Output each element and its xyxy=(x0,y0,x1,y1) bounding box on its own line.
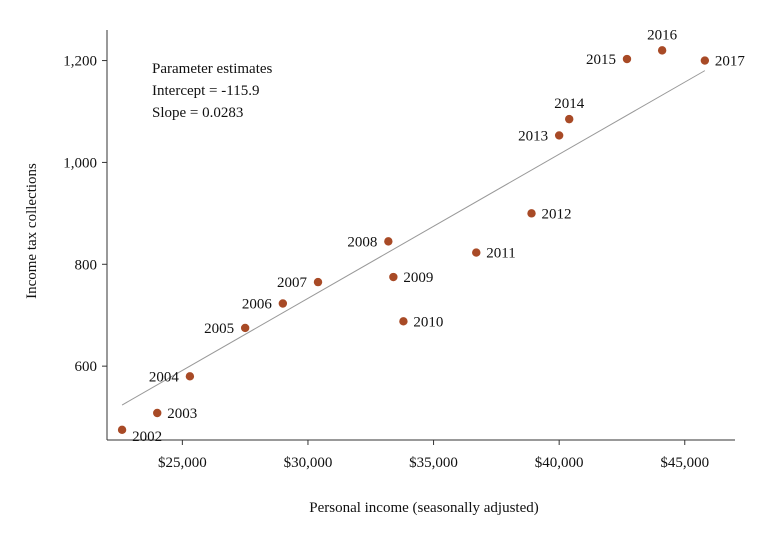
data-point xyxy=(278,299,288,308)
data-point xyxy=(700,56,710,65)
point-label: 2011 xyxy=(486,246,515,262)
x-tick-label: $45,000 xyxy=(660,455,709,471)
annotation-slope: Slope = 0.0283 xyxy=(152,105,243,121)
data-point xyxy=(384,237,393,246)
data-point xyxy=(185,372,195,381)
data-point xyxy=(313,277,323,287)
axes xyxy=(106,30,735,441)
plot-area xyxy=(121,70,706,406)
point-label: 2007 xyxy=(277,275,308,291)
y-tick-label: 800 xyxy=(75,257,98,273)
x-tick-label: $35,000 xyxy=(409,455,458,471)
y-tick-label: 600 xyxy=(75,359,98,375)
x-axis-title: Personal income (seasonally adjusted) xyxy=(309,500,539,516)
data-point xyxy=(565,114,574,124)
data-point xyxy=(399,317,408,326)
regression-line xyxy=(121,70,706,406)
point-label: 2013 xyxy=(518,128,548,144)
y-axis-title: Income tax collections xyxy=(24,163,40,299)
point-label: 2014 xyxy=(554,96,585,112)
point-label: 2009 xyxy=(403,270,433,286)
parameter-estimates-annotation: Parameter estimates Intercept = -115.9 S… xyxy=(152,61,273,121)
data-point xyxy=(389,272,398,282)
tick-labels: $25,000 $30,000 $35,000 $40,000 $45,000 600 80… xyxy=(63,54,709,471)
data-point xyxy=(622,54,632,64)
data-point xyxy=(153,408,162,418)
point-label: 2010 xyxy=(413,314,443,330)
point-label: 2002 xyxy=(132,429,162,445)
y-tick-label: 1,000 xyxy=(63,155,97,171)
y-tick-label: 1,200 xyxy=(63,54,97,70)
data-point xyxy=(240,323,250,333)
x-tick-label: $25,000 xyxy=(158,455,207,471)
point-label: 2004 xyxy=(149,369,180,385)
annotation-title: Parameter estimates xyxy=(152,61,273,77)
point-label: 2005 xyxy=(204,321,234,337)
data-point xyxy=(117,425,127,435)
x-tick-label: $30,000 xyxy=(284,455,333,471)
data-points xyxy=(117,46,710,435)
x-tick-label: $40,000 xyxy=(535,455,584,471)
point-label: 2015 xyxy=(586,52,616,68)
annotation-intercept: Intercept = -115.9 xyxy=(152,83,259,99)
point-label: 2008 xyxy=(347,234,377,250)
point-label: 2016 xyxy=(647,27,678,43)
point-label: 2017 xyxy=(715,54,746,70)
data-point xyxy=(657,46,667,55)
point-label: 2006 xyxy=(242,297,273,313)
data-point xyxy=(472,248,481,257)
data-point xyxy=(554,131,564,140)
point-label: 2012 xyxy=(542,206,572,222)
data-point xyxy=(527,209,536,218)
point-label: 2003 xyxy=(167,406,197,422)
